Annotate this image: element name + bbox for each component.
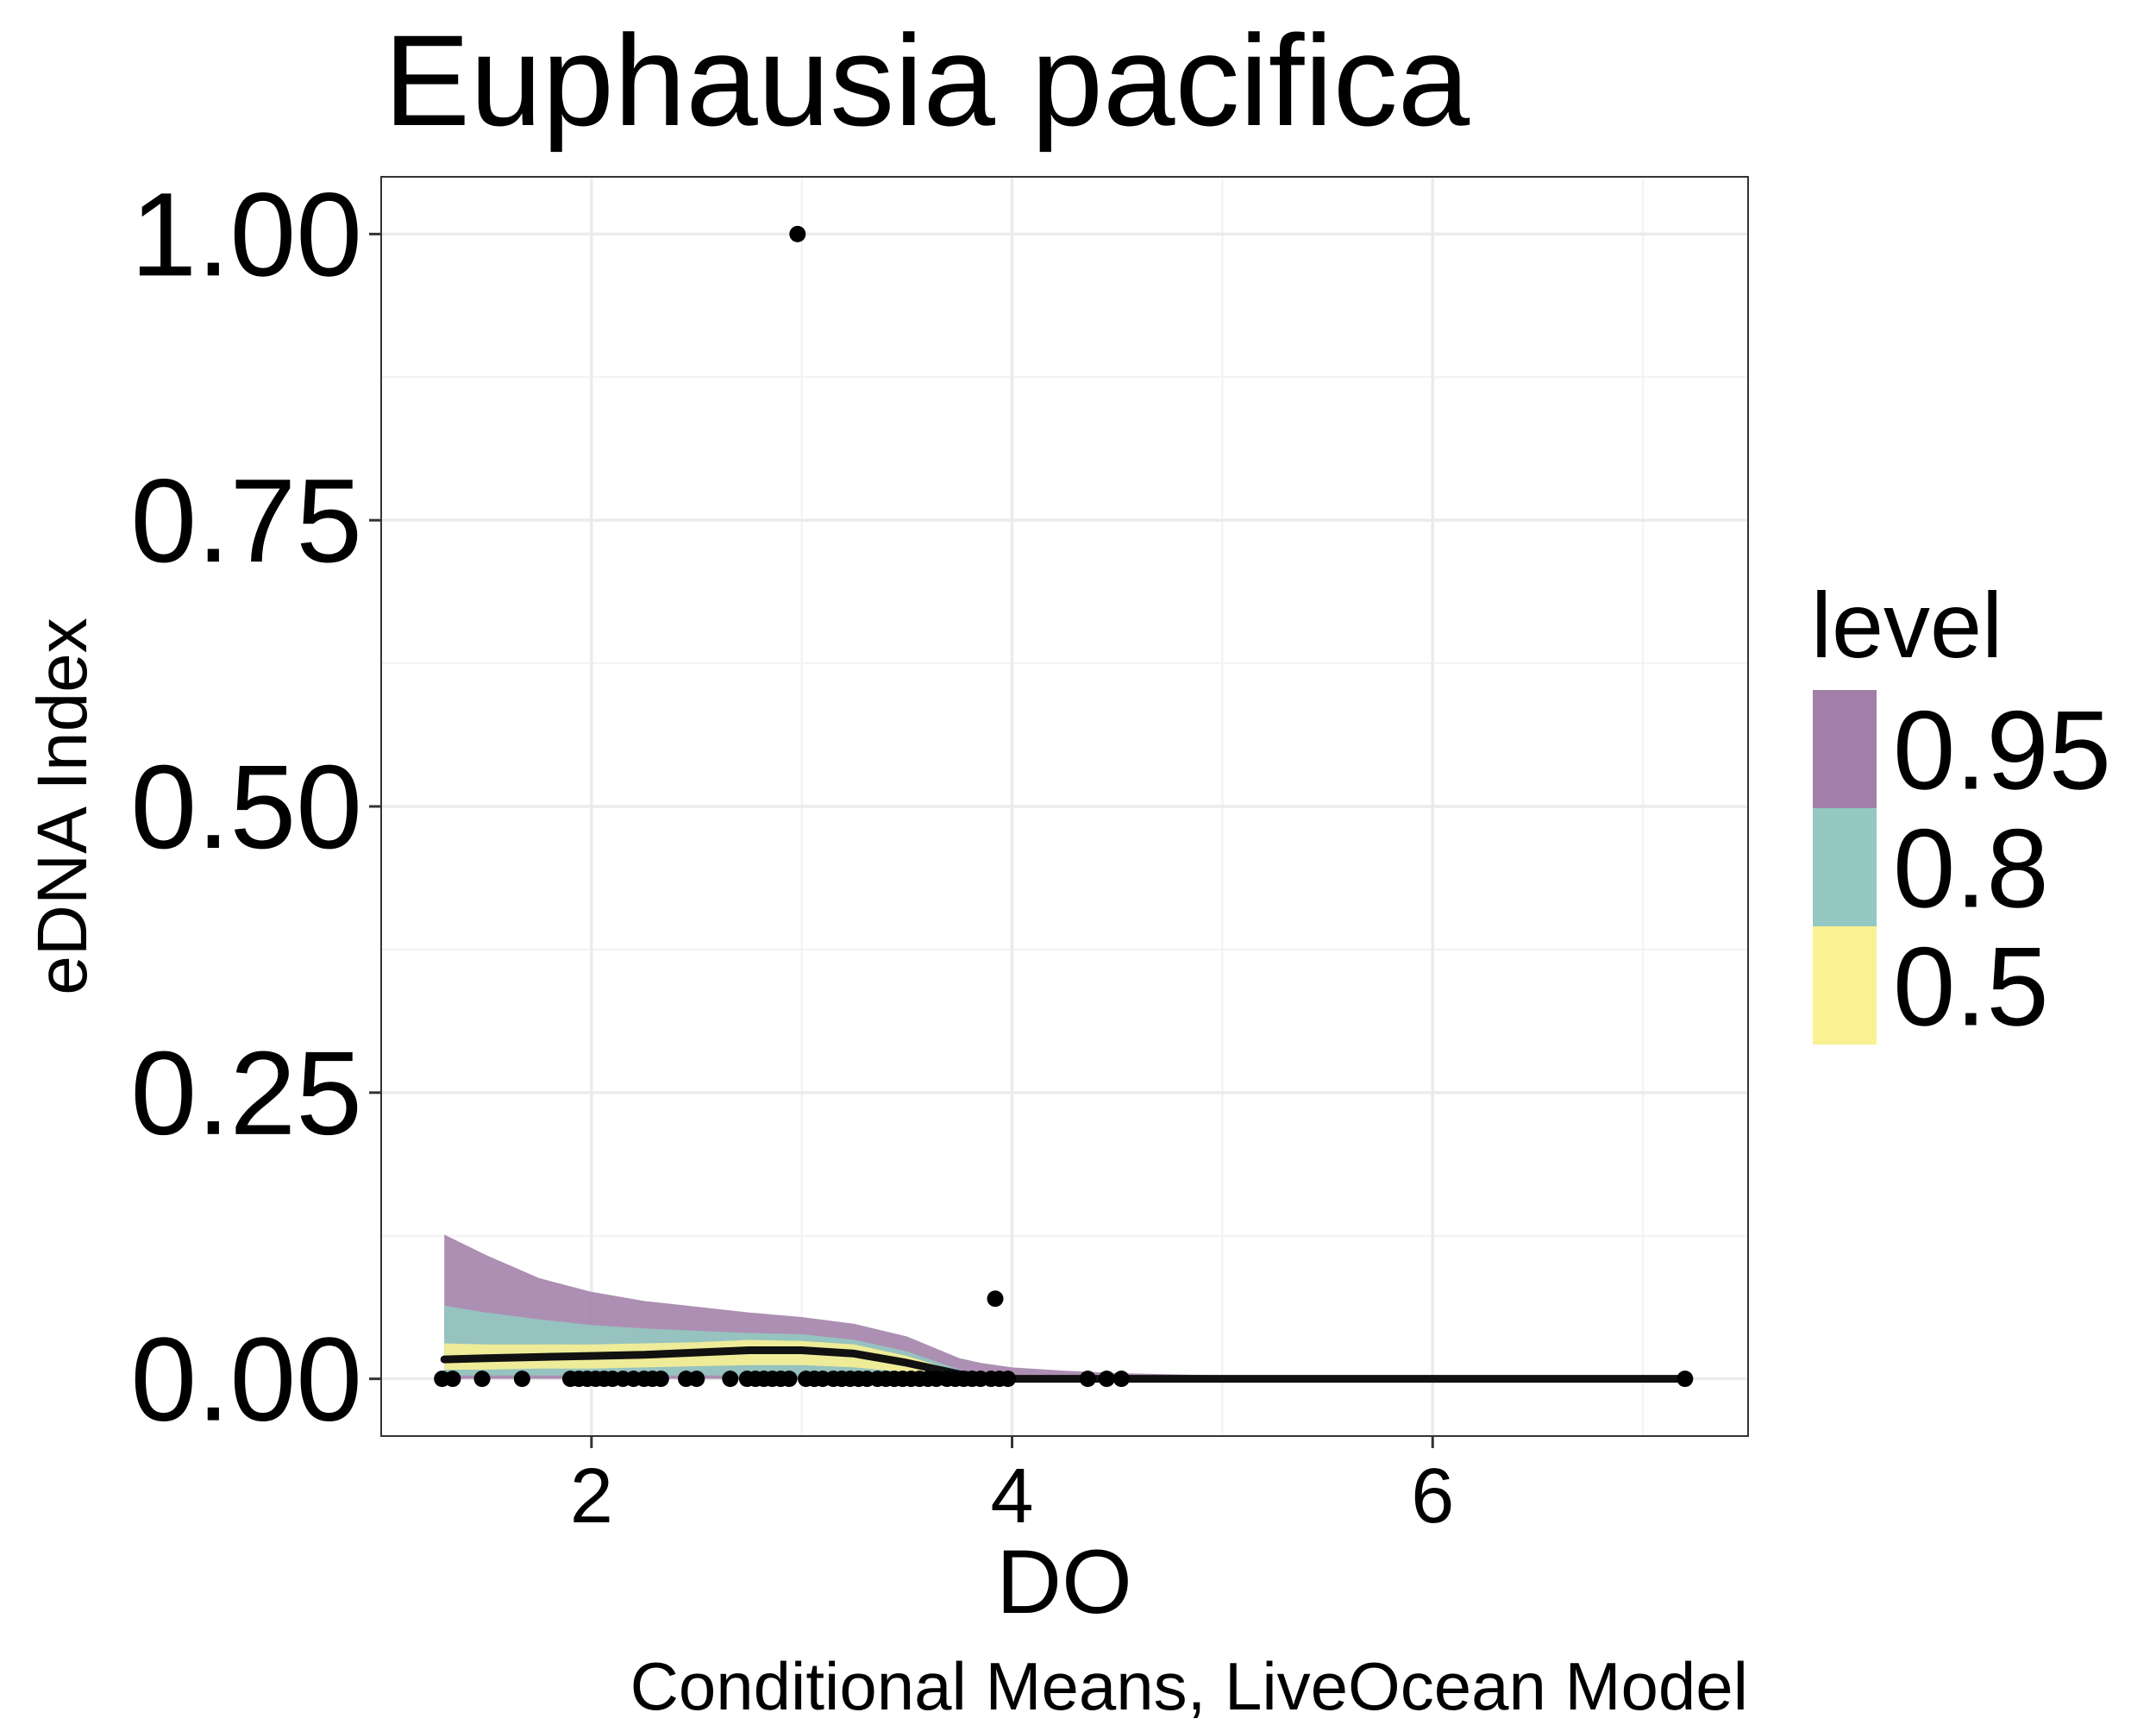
y-tick-label-1: 0.25 [130, 1027, 362, 1160]
legend: level 0.950.80.5 [1811, 573, 2111, 1050]
legend-entries: 0.950.80.5 [1813, 687, 2111, 1050]
data-point-23 [780, 1371, 798, 1388]
data-point-1 [444, 1371, 461, 1388]
x-axis-label: DO [996, 1532, 1132, 1633]
x-tick-label-0: 2 [570, 1453, 613, 1540]
y-tick-label-4: 1.00 [130, 168, 362, 301]
legend-swatch-0.5 [1813, 926, 1877, 1044]
legend-label-0.95: 0.95 [1893, 687, 2111, 813]
major-gridlines [381, 177, 1748, 1436]
x-axis-ticks: 2 4 6 [570, 1436, 1454, 1540]
legend-swatch-0.95 [1813, 690, 1877, 808]
data-point-2 [473, 1371, 491, 1388]
data-point-52 [1112, 1371, 1130, 1388]
chart-caption: Conditional Means, LiveOcean Model [630, 1648, 1748, 1724]
x-tick-label-2: 6 [1411, 1453, 1454, 1540]
x-tick-label-1: 4 [991, 1453, 1034, 1540]
data-point-51 [1098, 1371, 1115, 1388]
legend-swatch-0.8 [1813, 808, 1877, 926]
conditional-mean-layer [440, 1346, 1689, 1383]
legend-label-0.5: 0.5 [1893, 924, 2049, 1050]
plot-area [380, 176, 1749, 1437]
data-point-16 [688, 1371, 705, 1388]
data-point-49 [1000, 1371, 1017, 1388]
y-axis-label: eDNA Index [23, 618, 102, 995]
data-point-3 [513, 1371, 530, 1388]
y-tick-label-0: 0.00 [130, 1314, 362, 1446]
y-tick-label-2: 0.50 [130, 741, 362, 874]
y-tick-label-3: 0.75 [130, 455, 362, 587]
legend-title: level [1811, 573, 2002, 677]
y-axis-ticks: 0.00 0.25 0.50 0.75 1.00 [130, 168, 381, 1446]
chart-title: Euphausia pacifica [384, 8, 1470, 153]
data-point-53 [1677, 1371, 1694, 1388]
legend-label-0.8: 0.8 [1893, 806, 2049, 932]
observation-points [434, 225, 1694, 1388]
data-point-14 [652, 1371, 669, 1388]
data-point-17 [722, 1371, 739, 1388]
mean-line [440, 1346, 1689, 1383]
data-point-47 [987, 1290, 1004, 1308]
data-point-50 [1079, 1371, 1096, 1388]
data-point-24 [789, 225, 806, 242]
